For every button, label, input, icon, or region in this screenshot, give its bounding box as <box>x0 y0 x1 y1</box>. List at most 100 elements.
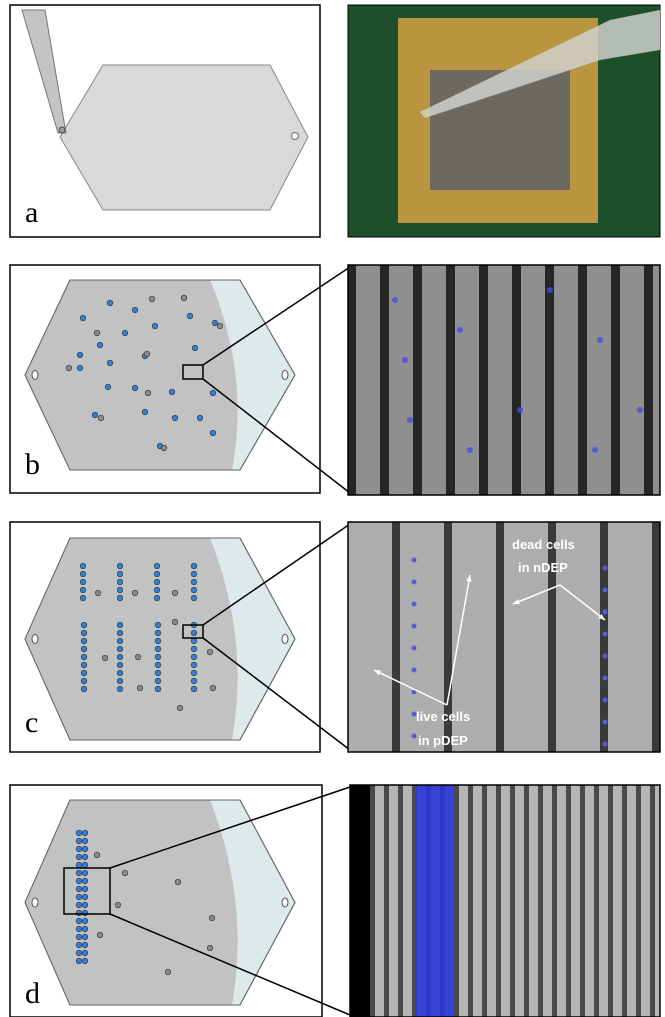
live-cell <box>117 670 123 676</box>
live-cell <box>155 654 161 660</box>
annotation: in nDEP <box>518 560 568 575</box>
live-cell <box>76 910 82 916</box>
live-cell <box>76 830 82 836</box>
electrode <box>571 785 580 1017</box>
live-cell <box>191 678 197 684</box>
dead-cell <box>97 932 103 938</box>
live-cell <box>81 670 87 676</box>
cell <box>597 337 603 343</box>
dead-cell <box>172 619 178 625</box>
live-cell <box>172 415 178 421</box>
live-cell <box>107 360 113 366</box>
live-cell <box>82 942 88 948</box>
live-cell <box>169 389 175 395</box>
live-cell <box>105 384 111 390</box>
panel-label: d <box>25 977 40 1010</box>
live-cell <box>82 958 88 964</box>
live-cell <box>191 630 197 636</box>
live-cell <box>187 313 193 319</box>
electrode <box>554 265 578 495</box>
dead-cell <box>66 365 72 371</box>
live-cell <box>191 579 197 585</box>
live-cell <box>82 934 88 940</box>
dead-cell <box>172 590 178 596</box>
live-cell <box>81 630 87 636</box>
live-cell <box>154 595 160 601</box>
cell <box>637 407 643 413</box>
live-cell <box>191 563 197 569</box>
cell <box>603 742 608 747</box>
port <box>32 635 38 644</box>
live-cell <box>197 415 203 421</box>
dead-cell <box>115 902 121 908</box>
live-cell <box>117 595 123 601</box>
micrograph <box>348 265 665 495</box>
electrode <box>375 785 384 1017</box>
live-cell <box>191 662 197 668</box>
live-cell <box>117 646 123 652</box>
cell <box>603 632 608 637</box>
live-cell <box>117 630 123 636</box>
live-cell <box>81 662 87 668</box>
live-cell <box>82 846 88 852</box>
dead-cell <box>94 330 100 336</box>
live-cell <box>82 878 88 884</box>
live-cell <box>77 365 83 371</box>
live-cell <box>155 686 161 692</box>
live-cell <box>191 595 197 601</box>
live-cell <box>76 958 82 964</box>
cell <box>457 327 463 333</box>
annotation: in pDEP <box>418 733 468 748</box>
cell <box>603 654 608 659</box>
live-cell <box>155 670 161 676</box>
cell <box>517 407 523 413</box>
live-cell <box>117 638 123 644</box>
live-cell <box>76 862 82 868</box>
cell <box>407 417 413 423</box>
cell <box>603 566 608 571</box>
dark-edge <box>350 785 370 1017</box>
electrode <box>641 785 650 1017</box>
electrode <box>348 522 392 752</box>
electrode <box>613 785 622 1017</box>
live-cell <box>76 902 82 908</box>
dead-cell <box>145 390 151 396</box>
live-cell <box>80 595 86 601</box>
live-cell <box>210 430 216 436</box>
electrode <box>557 785 566 1017</box>
electrode <box>608 522 652 752</box>
electrode <box>455 265 479 495</box>
live-cell <box>82 950 88 956</box>
live-cell <box>76 886 82 892</box>
cell <box>547 287 553 293</box>
live-cell <box>81 654 87 660</box>
dead-cell <box>149 296 155 302</box>
live-cell <box>191 638 197 644</box>
live-cell <box>82 910 88 916</box>
electrode <box>501 785 510 1017</box>
live-cell <box>76 950 82 956</box>
live-cell <box>155 646 161 652</box>
dead-cell <box>161 445 167 451</box>
annotation: live cells <box>416 709 470 724</box>
annotation: dead cells <box>512 537 575 552</box>
live-cell <box>191 646 197 652</box>
live-cell <box>117 622 123 628</box>
live-cell <box>80 315 86 321</box>
live-cell <box>76 838 82 844</box>
dead-cell <box>98 415 104 421</box>
dead-cell <box>210 685 216 691</box>
live-cell <box>122 330 128 336</box>
live-cell <box>82 926 88 932</box>
panel-label: b <box>25 448 40 481</box>
live-cell <box>81 686 87 692</box>
electrode <box>529 785 538 1017</box>
cell <box>402 357 408 363</box>
cell <box>603 676 608 681</box>
live-cell <box>82 830 88 836</box>
live-cell <box>82 854 88 860</box>
live-cell <box>76 926 82 932</box>
dead-cell <box>102 655 108 661</box>
chip-outline <box>60 65 308 210</box>
live-cell <box>76 934 82 940</box>
